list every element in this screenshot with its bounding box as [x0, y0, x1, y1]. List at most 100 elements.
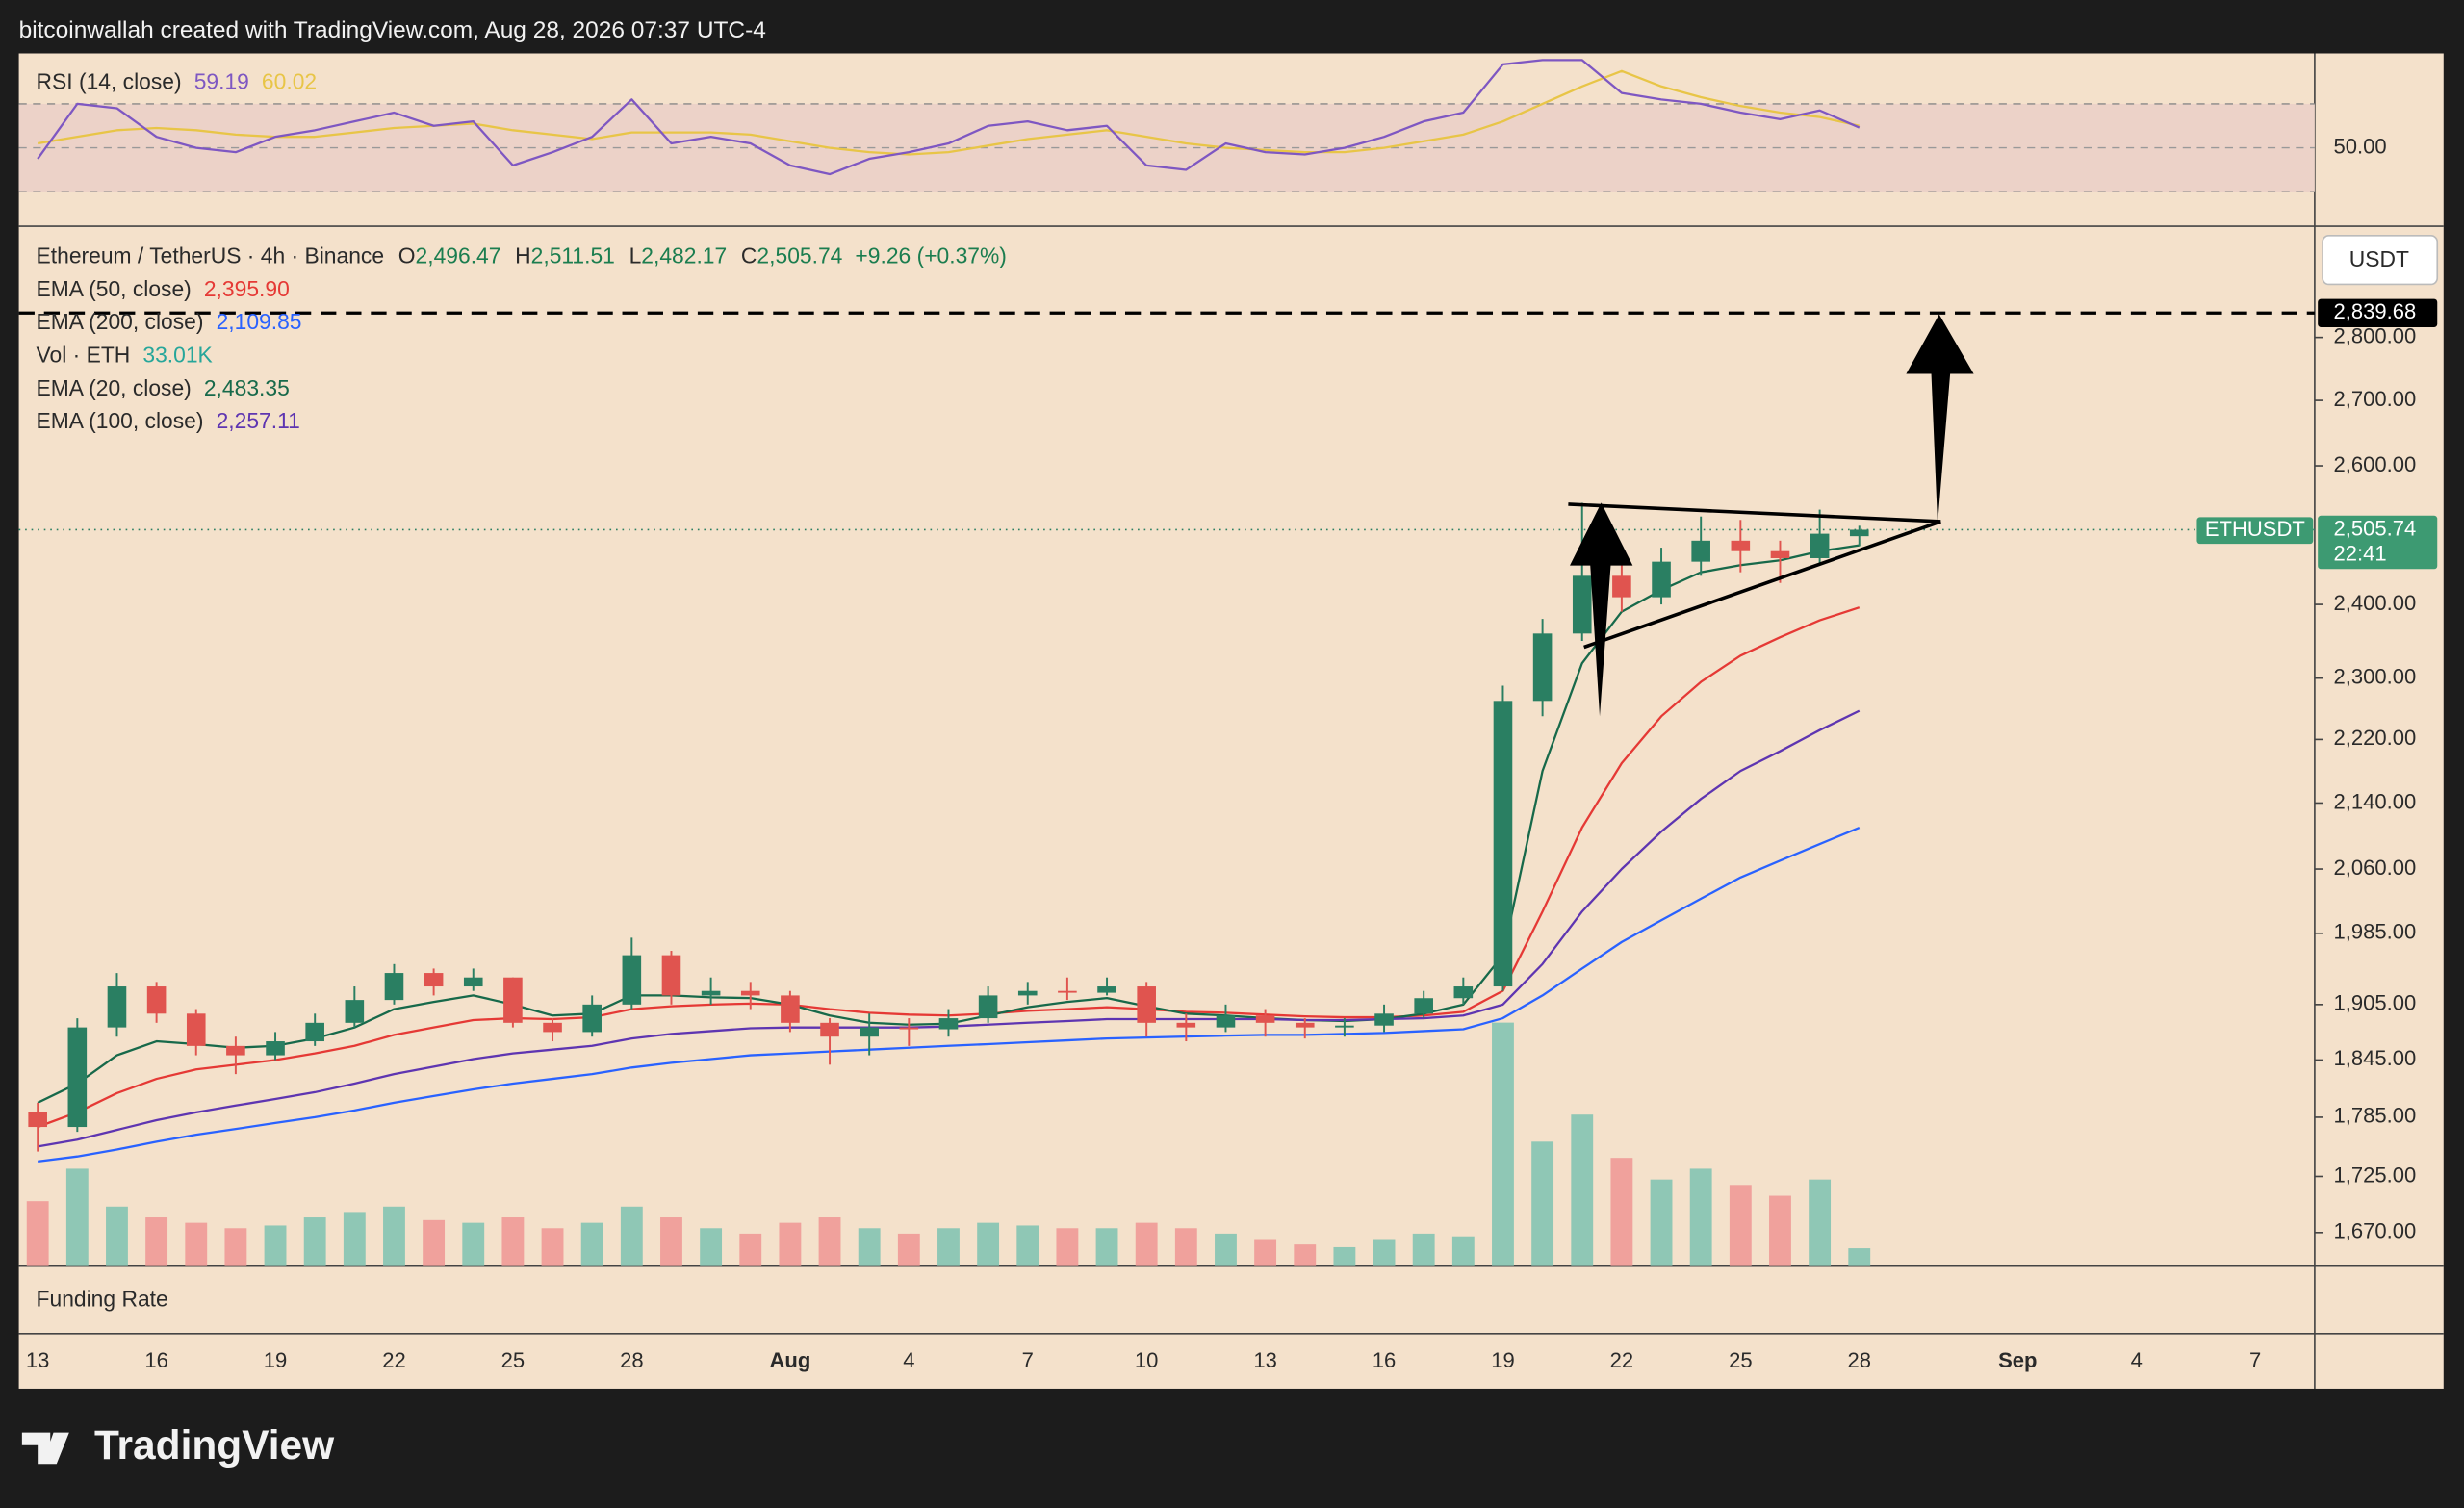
ohlc-key: L — [629, 243, 642, 268]
x-tick-label: 7 — [1022, 1348, 1034, 1372]
legend-entry: Vol · ETH 33.01K — [37, 343, 213, 368]
candle-body — [1652, 561, 1671, 598]
ohlc-key: H — [515, 243, 531, 268]
ohlc-value: 2,511.51 — [531, 243, 615, 268]
volume-bar — [541, 1228, 564, 1266]
legend-name: EMA (100, close) — [37, 408, 204, 433]
volume-bar — [1174, 1228, 1197, 1266]
candle-body — [146, 986, 167, 1014]
y-tick-label: 1,845.00 — [2333, 1046, 2416, 1070]
legend-value: 2,483.35 — [204, 375, 290, 400]
volume-bar — [1373, 1239, 1396, 1266]
volume-bar — [1451, 1236, 1475, 1266]
volume-bar — [1056, 1228, 1079, 1266]
volume-bar — [739, 1233, 762, 1266]
volume-bar — [264, 1225, 287, 1266]
last-price-label: 2,505.74 — [2333, 516, 2416, 540]
y-tick-label: 1,725.00 — [2333, 1163, 2416, 1187]
volume-bar — [145, 1217, 168, 1266]
x-tick-label: Aug — [769, 1348, 810, 1372]
candle-body — [1532, 633, 1553, 702]
volume-bar — [580, 1222, 603, 1266]
brand: TradingView — [94, 1422, 335, 1468]
candle-body — [1374, 1013, 1394, 1026]
legend-name: EMA (20, close) — [37, 375, 192, 400]
volume-bar — [26, 1201, 49, 1266]
candle-body — [860, 1027, 879, 1037]
y-tick-label: 2,220.00 — [2333, 726, 2416, 750]
rsi-line — [37, 59, 1861, 176]
x-tick-label: 28 — [1848, 1348, 1872, 1372]
legend-entry: EMA (100, close) 2,257.11 — [37, 408, 300, 433]
volume-bar — [383, 1206, 405, 1266]
volume-bar — [423, 1219, 446, 1266]
candle-body — [622, 955, 642, 1005]
volume-bar — [977, 1222, 1000, 1266]
candle-body — [781, 995, 800, 1023]
candle-body — [1137, 986, 1156, 1023]
x-tick-label: 28 — [620, 1348, 644, 1372]
volume-bar — [1412, 1233, 1435, 1266]
x-tick-label: 19 — [1491, 1348, 1515, 1372]
volume-bar — [1294, 1244, 1317, 1266]
x-tick-label: 13 — [1253, 1348, 1277, 1372]
candle-body — [1691, 540, 1710, 562]
currency-label[interactable]: USDT — [2349, 246, 2409, 271]
ema-line — [38, 826, 1861, 1163]
volume-bar — [1571, 1114, 1594, 1266]
candle-body — [1612, 575, 1631, 598]
legend-value: 2,395.90 — [204, 276, 290, 301]
ohlc-value: 2,505.74 — [757, 243, 842, 268]
change: +9.26 (+0.37%) — [855, 243, 1007, 268]
ohlc-value: 2,482.17 — [641, 243, 727, 268]
ohlc-key: O — [398, 243, 416, 268]
volume-bar — [65, 1168, 89, 1266]
triangle-lower-line — [1583, 520, 1941, 650]
volume-bar — [660, 1217, 682, 1266]
candle-body — [1731, 540, 1751, 551]
volume-bar — [858, 1228, 881, 1266]
candle-body — [1572, 575, 1592, 634]
candle-body — [1414, 998, 1433, 1014]
target-label-box — [2318, 298, 2438, 327]
candle-body — [67, 1027, 88, 1128]
x-tick-label: 4 — [2131, 1348, 2143, 1372]
y-tick-label: 2,700.00 — [2333, 387, 2416, 411]
symbol: Ethereum / TetherUS · 4h · Binance — [37, 243, 384, 268]
volume-bar — [1135, 1222, 1158, 1266]
candle-body — [384, 973, 404, 1001]
footer-logo: TradingView — [21, 1422, 335, 1468]
candle-body — [661, 955, 681, 996]
candle-body — [1810, 533, 1830, 558]
legend-entry: EMA (200, close) 2,109.85 — [37, 309, 302, 334]
volume-bar — [303, 1217, 326, 1266]
target-label: 2,839.68 — [2333, 299, 2416, 323]
volume-bar — [1215, 1233, 1237, 1266]
x-tick-label: 16 — [1373, 1348, 1397, 1372]
legend-value: 33.01K — [142, 343, 212, 368]
candle-body — [107, 986, 127, 1028]
candle-body — [899, 1027, 919, 1030]
chart-panel — [18, 53, 2444, 1389]
candle-body — [1058, 990, 1077, 993]
volume-bar — [1095, 1228, 1118, 1266]
volume-bar — [462, 1222, 485, 1266]
ticker-label: ETHUSDT — [2205, 517, 2305, 541]
candle-body — [1216, 1015, 1236, 1028]
candle-body — [820, 1022, 839, 1037]
candle-body — [1493, 701, 1513, 987]
candle-body — [1176, 1022, 1196, 1028]
y-tick-label: 2,140.00 — [2333, 789, 2416, 813]
volume-bar — [1531, 1141, 1554, 1266]
header-credit: bitcoinwallah created with TradingView.c… — [19, 17, 766, 43]
y-tick-label: 2,600.00 — [2333, 452, 2416, 476]
legend-value: 2,109.85 — [217, 309, 302, 334]
currency-button[interactable] — [2322, 235, 2439, 286]
legend-entry: EMA (50, close) 2,395.90 — [37, 276, 290, 301]
candle-body — [226, 1045, 245, 1056]
candle-body — [1255, 1015, 1275, 1023]
volume-bar — [1848, 1248, 1871, 1266]
legend-name: EMA (50, close) — [37, 276, 192, 301]
volume-bar — [1016, 1225, 1040, 1266]
